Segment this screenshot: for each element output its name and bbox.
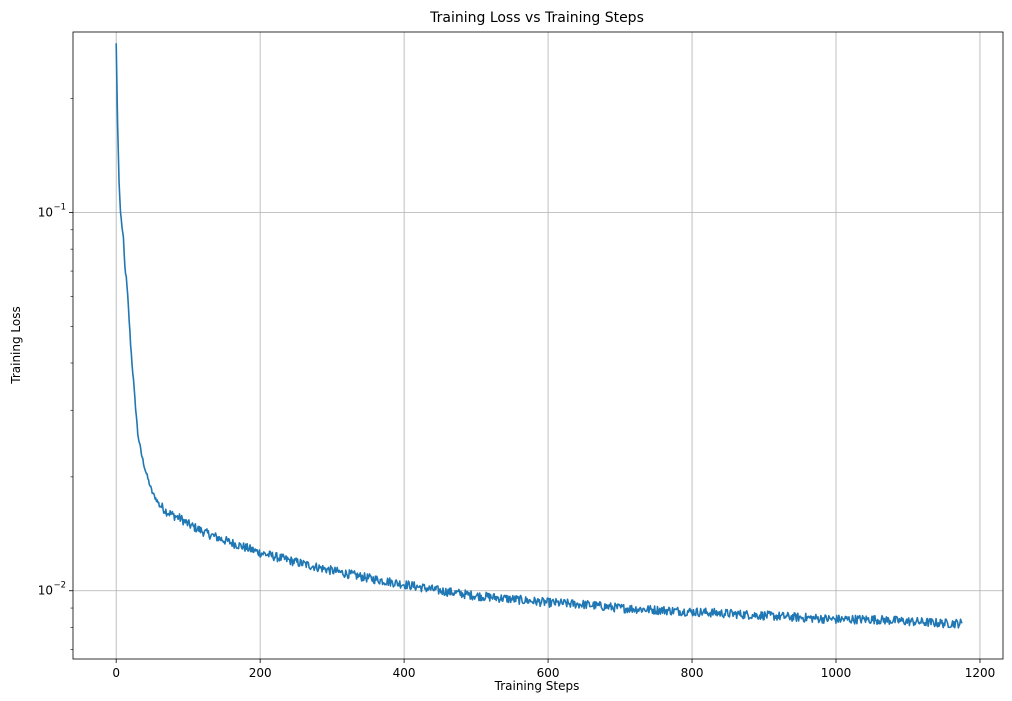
x-axis-label: Training Steps (494, 679, 580, 693)
x-tick-label: 1200 (965, 666, 996, 680)
loss-line (115, 43, 963, 629)
x-tick-label: 0 (112, 666, 120, 680)
x-tick-label: 400 (393, 666, 416, 680)
y-axis-label: Training Loss (9, 306, 23, 384)
y-tick-label: 10 (38, 205, 53, 219)
y-tick-label-exponent: −1 (53, 202, 66, 212)
y-tick-label-exponent: −2 (53, 581, 66, 591)
x-tick-label: 1000 (821, 666, 852, 680)
y-axis-ticks: 10−210−1 (38, 98, 73, 650)
grid-lines (73, 32, 1003, 659)
chart-title: Training Loss vs Training Steps (429, 10, 644, 26)
x-axis-ticks: 0 200 400 600 800 1000 1200 (112, 659, 995, 680)
x-tick-label: 600 (537, 666, 560, 680)
x-tick-label: 800 (681, 666, 704, 680)
plot-area (115, 43, 963, 629)
x-tick-label: 200 (249, 666, 272, 680)
y-tick-label: 10 (38, 584, 53, 598)
plot-frame (72, 31, 1004, 660)
